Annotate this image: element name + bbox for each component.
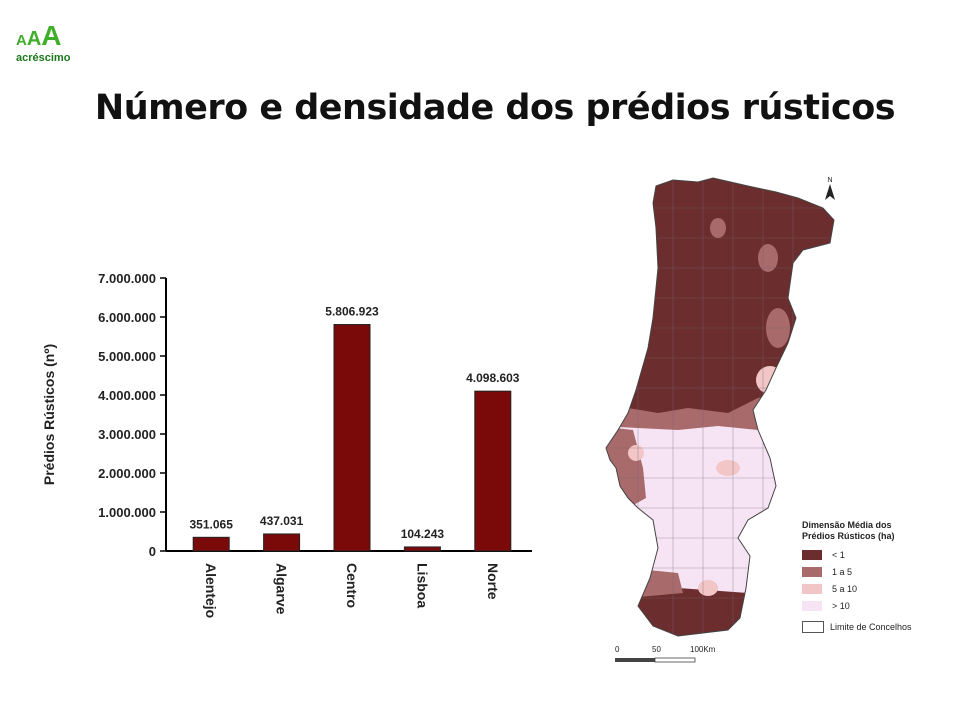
x-tick-label: Lisboa: [414, 563, 430, 608]
y-axis-label: Prédios Rústicos (nº): [41, 344, 57, 485]
map-patch: [716, 460, 740, 476]
bar-value-label: 437.031: [260, 514, 304, 528]
map-patch: [754, 524, 778, 556]
map-patch: [698, 580, 718, 596]
map-legend: Dimensão Média dos Prédios Rústicos (ha)…: [802, 520, 922, 633]
map-patch: [710, 218, 726, 238]
y-tick-label: 3.000.000: [98, 427, 156, 442]
bar-value-label: 351.065: [190, 517, 234, 531]
bar-value-label: 4.098.603: [466, 371, 520, 385]
logo-text: acréscimo: [16, 52, 71, 64]
legend-label: > 10: [832, 601, 850, 611]
legend-item: 5 a 10: [802, 582, 922, 596]
scale-label: 100Km: [690, 645, 716, 654]
map-region-south: [628, 588, 758, 636]
y-tick-label: 6.000.000: [98, 310, 156, 325]
y-tick-label: 5.000.000: [98, 349, 156, 364]
y-tick-label: 7.000.000: [98, 271, 156, 286]
bar: [333, 324, 371, 552]
map-outline: [605, 177, 835, 637]
legend-swatch: [802, 567, 822, 577]
legend-swatch: [802, 601, 822, 611]
scale-bar-graphic: 0 50 100Km: [615, 645, 716, 663]
bar-chart: 0 1.000.000 2.000.000 3.000.000 4.000.000 5.0…: [41, 271, 532, 618]
legend-item: < 1: [802, 548, 922, 562]
legend-swatch: [802, 550, 822, 560]
logo-letter: A: [41, 20, 62, 51]
north-arrow-icon: N: [825, 177, 835, 200]
logo: AAA acréscimo: [16, 22, 71, 65]
y-tick-label: 2.000.000: [98, 466, 156, 481]
bar-value-label: 5.806.923: [325, 305, 379, 319]
page-title: Número e densidade dos prédios rústicos: [94, 88, 896, 128]
scale-bar: 0 50 100Km: [612, 644, 722, 670]
municipality-borders: [606, 178, 834, 636]
map-patch: [628, 445, 644, 461]
legend-item: 1 a 5: [802, 565, 922, 579]
y-tick-label: 4.000.000: [98, 388, 156, 403]
legend-border-label: Limite de Concelhos: [830, 622, 912, 632]
x-tick-label: Norte: [485, 563, 501, 600]
legend-title: Dimensão Média dos Prédios Rústicos (ha): [802, 520, 895, 541]
bar: [474, 390, 512, 552]
legend-item: > 10: [802, 599, 922, 613]
x-tick-label: Algarve: [274, 563, 290, 615]
bar: [263, 533, 301, 552]
portugal-map: N: [605, 177, 835, 637]
logo-letter: A: [16, 32, 27, 49]
logo-letter: A: [26, 28, 42, 50]
legend-label: 5 a 10: [832, 584, 858, 594]
bar-value-label: 104.243: [401, 527, 445, 541]
scale-label: 50: [652, 645, 661, 654]
legend-border-swatch: [802, 621, 824, 633]
map-region-north: [606, 178, 834, 413]
scale-label: 0: [615, 645, 620, 654]
y-tick-label: 0: [149, 544, 156, 559]
x-tick-label: Alentejo: [203, 563, 219, 618]
bar: [192, 536, 230, 552]
bar: [403, 546, 441, 552]
logo-letters: AAA: [16, 22, 70, 50]
legend-label: < 1: [832, 550, 845, 560]
svg-text:N: N: [827, 177, 832, 184]
legend-border-item: Limite de Concelhos: [802, 621, 922, 633]
legend-swatch: [802, 584, 822, 594]
legend-label: 1 a 5: [832, 567, 853, 577]
x-tick-label: Centro: [344, 563, 360, 608]
y-tick-label: 1.000.000: [98, 505, 156, 520]
